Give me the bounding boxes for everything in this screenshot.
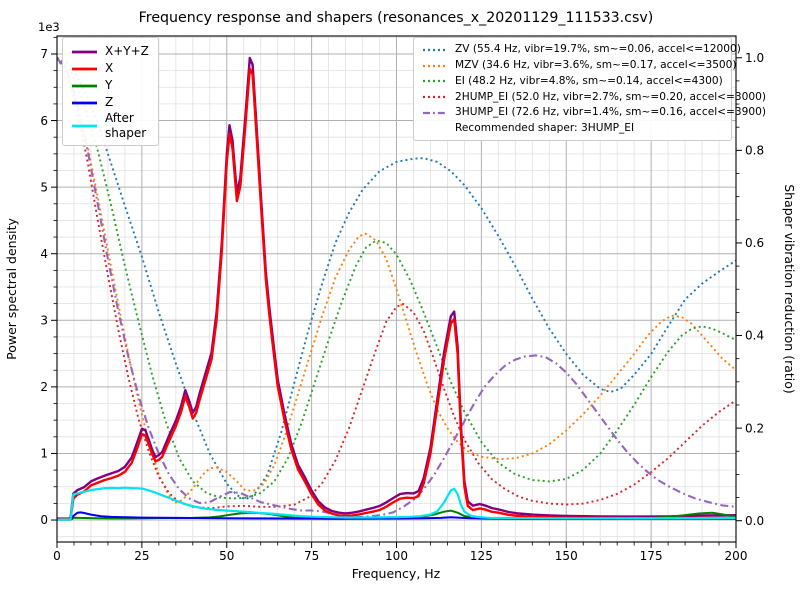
legend-item-label: 3HUMP_EI (72.6 Hz, vibr=1.4%, sm~=0.16, … (455, 106, 766, 119)
legend-item-x: X (71, 60, 149, 77)
y-axis-label-left: Power spectral density (4, 218, 19, 360)
recommended-shaper-note: Recommended shaper: 3HUMP_EI (422, 121, 723, 137)
tick-label: 6 (40, 114, 48, 128)
series-ei (57, 57, 736, 500)
legend-item-z: Z (71, 94, 149, 111)
y-axis-label-right: Shaper vibration reduction (ratio) (782, 184, 797, 394)
line-swatch-icon (72, 67, 97, 70)
tick-label: 7 (40, 47, 48, 61)
line-swatch-icon (72, 124, 97, 128)
axis-ticks (51, 36, 742, 548)
legend-item-y: Y (71, 77, 149, 94)
legend-item-label: 2HUMP_EI (52.0 Hz, vibr=2.7%, sm~=0.20, … (455, 90, 766, 103)
tick-label: 0.0 (745, 514, 764, 528)
legend-item-label: X+Y+Z (105, 44, 149, 58)
tick-label: 100 (385, 549, 408, 563)
series-x (57, 67, 736, 521)
tick-label: 0.2 (745, 421, 764, 435)
tick-label: 25 (134, 549, 149, 563)
tick-label: 75 (304, 549, 319, 563)
legend-item-label: MZV (34.6 Hz, vibr=3.6%, sm~=0.17, accel… (455, 59, 737, 72)
legend-psd: X+Y+Z X Y Z After shaper (62, 37, 159, 146)
tick-label: 0.8 (745, 144, 764, 158)
tick-label: 1.0 (745, 51, 764, 65)
tick-label: 2 (40, 380, 48, 394)
tick-label: 0.6 (745, 236, 764, 250)
tick-label: 4 (40, 247, 48, 261)
line-swatch-icon (72, 50, 97, 53)
series-after-shaper (57, 486, 736, 521)
legend-item-3hump-ei: 3HUMP_EI (72.6 Hz, vibr=1.4%, sm~=0.16, … (422, 105, 766, 121)
legend-item-x-y-z: X+Y+Z (71, 43, 149, 60)
legend-item-label: After shaper (105, 111, 147, 140)
series-3hump-ei (57, 57, 736, 519)
series-mzv (57, 57, 736, 505)
tick-label: 3 (40, 313, 48, 327)
tick-label: 200 (725, 549, 748, 563)
tick-label: 175 (640, 549, 663, 563)
tick-label: 50 (219, 549, 234, 563)
legend-item-2hump-ei: 2HUMP_EI (52.0 Hz, vibr=2.7%, sm~=0.20, … (422, 89, 766, 105)
tick-label: 5 (40, 180, 48, 194)
line-swatch-icon (72, 101, 97, 104)
tick-label: 0 (53, 549, 61, 563)
legend-item-ei: EI (48.2 Hz, vibr=4.8%, sm~=0.14, accel<… (422, 74, 723, 90)
line-swatch-icon (72, 84, 97, 87)
tick-label: 0.4 (745, 329, 764, 343)
recommended-shaper-text: Recommended shaper: 3HUMP_EI (455, 122, 635, 135)
legend-shapers: ZV (55.4 Hz, vibr=19.7%, sm~=0.06, accel… (413, 37, 766, 141)
tick-label: 0 (40, 513, 48, 527)
legend-item-label: X (105, 61, 114, 75)
dash-swatch-icon (423, 111, 447, 115)
tick-label: 1 (40, 447, 48, 461)
dash-swatch-icon (423, 48, 447, 51)
legend-item-label: Z (105, 95, 114, 109)
dash-swatch-icon (423, 96, 447, 99)
legend-item-label: ZV (55.4 Hz, vibr=19.7%, sm~=0.06, accel… (455, 43, 741, 56)
x-axis-label: Frequency, Hz (352, 566, 441, 581)
tick-label: 150 (555, 549, 578, 563)
dash-swatch-icon (423, 64, 447, 67)
legend-item-zv: ZV (55.4 Hz, vibr=19.7%, sm~=0.06, accel… (422, 42, 741, 58)
legend-item-label: Y (105, 78, 113, 92)
tick-label: 125 (470, 549, 493, 563)
legend-item-mzv: MZV (34.6 Hz, vibr=3.6%, sm~=0.17, accel… (422, 58, 737, 74)
legend-item-after-shaper: After shaper (71, 111, 149, 141)
legend-item-label: EI (48.2 Hz, vibr=4.8%, sm~=0.14, accel<… (455, 74, 723, 87)
series-lines (57, 56, 736, 521)
chart-title: Frequency response and shapers (resonanc… (139, 10, 654, 26)
axis-offset-text: 1e3 (38, 20, 60, 34)
dash-swatch-icon (423, 80, 447, 83)
tick-labels: 0 25 50 75 100 125 150 175 200 0 1 2 3 4 5 6 7 0.0 0.2 0.4 0… (40, 47, 764, 563)
